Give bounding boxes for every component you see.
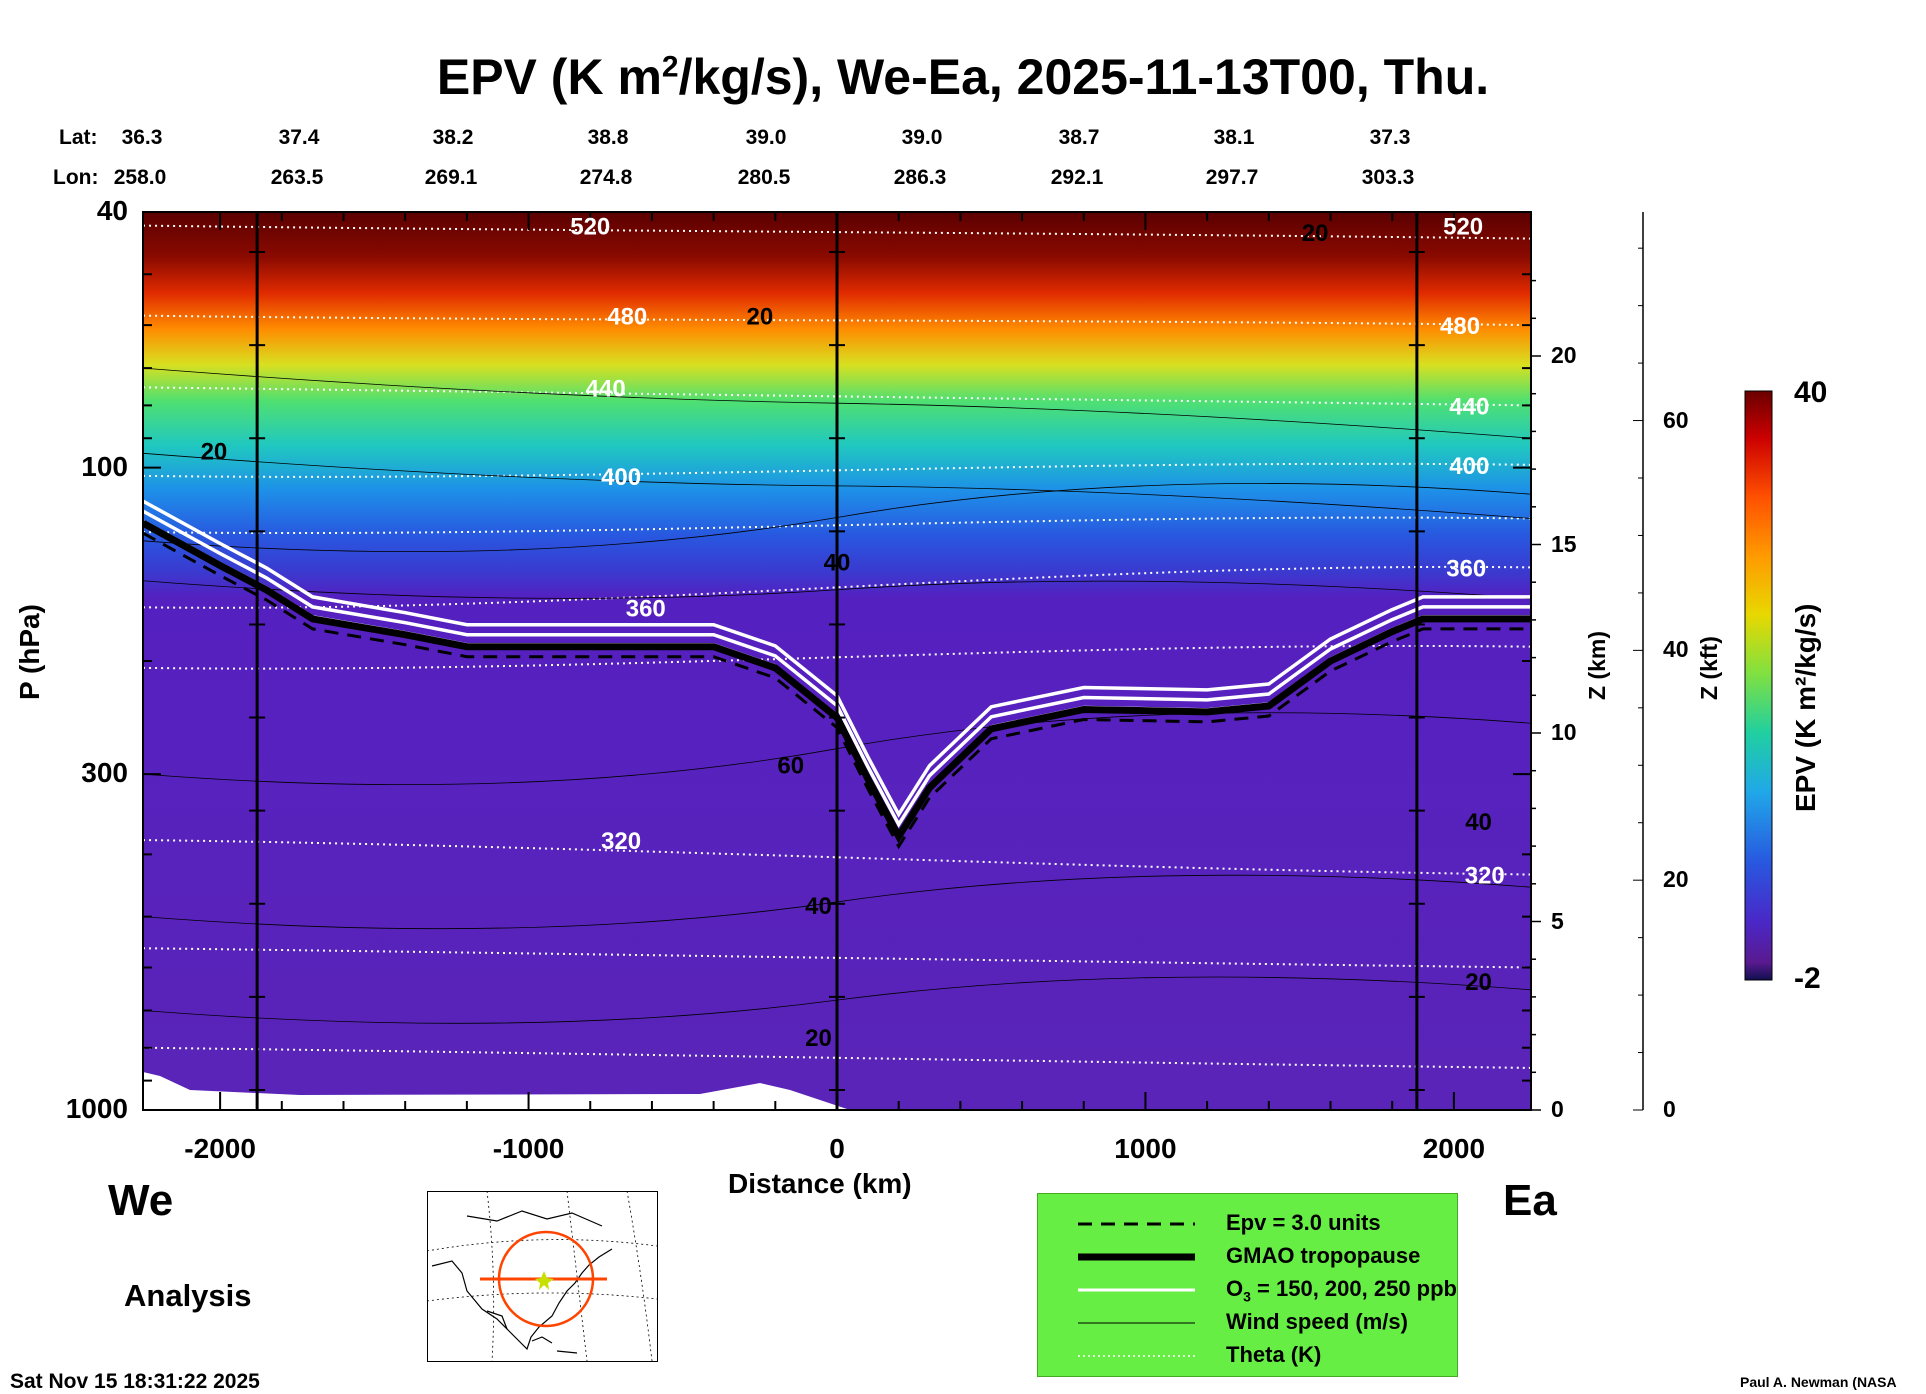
colorbar-label: EPV (K m²/kg/s): [1790, 603, 1821, 812]
zkft-tick-label: 40: [1663, 636, 1689, 663]
theta-label: 360: [626, 595, 666, 622]
zkft-axis-label: Z (kft): [1696, 636, 1722, 700]
wind-label: 40: [805, 893, 832, 920]
lon-value: 292.1: [1050, 166, 1104, 189]
lon-value: 297.7: [1205, 166, 1259, 189]
theta-contour: [143, 1046, 1531, 1069]
lat-value: 38.7: [1058, 126, 1100, 149]
west-label: We: [108, 1176, 174, 1225]
theta-contour: [143, 462, 1531, 478]
distance-tick-label: 1000: [1114, 1133, 1177, 1164]
pressure-tick-label: 40: [96, 195, 128, 226]
lon-value: 263.5: [270, 166, 324, 189]
zkm-tick-label: 5: [1551, 907, 1564, 934]
theta-label: 520: [1443, 214, 1483, 241]
legend-ozone-text: O3 = 150, 200, 250 ppb: [1226, 1276, 1457, 1305]
colorbar-min: -2: [1794, 962, 1821, 995]
theta-contour: [143, 314, 1531, 327]
pressure-tick-label: 1000: [65, 1093, 128, 1124]
pressure-tick-label: 100: [81, 450, 128, 482]
legend-epv-text: Epv = 3.0 units: [1226, 1210, 1381, 1235]
zkm-tick-label: 0: [1551, 1096, 1564, 1122]
theta-label: 480: [607, 304, 647, 331]
lat-value: 37.4: [278, 126, 320, 149]
wind-label: 20: [1465, 969, 1492, 996]
zkm-axis-label: Z (km): [1584, 631, 1610, 700]
zkft-tick-label: 20: [1663, 866, 1689, 893]
distance-tick-label: -2000: [184, 1133, 256, 1164]
wind-label: 60: [777, 753, 804, 780]
theta-label: 400: [601, 464, 641, 491]
theta-label: 440: [1449, 393, 1489, 420]
ozone-contour: [143, 509, 1531, 828]
wind-label: 20: [805, 1025, 832, 1052]
ground-mask: [143, 1072, 850, 1110]
lon-value: 258.0: [113, 166, 167, 189]
theta-contour: [143, 947, 1531, 969]
legend-tropopause-text: GMAO tropopause: [1226, 1243, 1421, 1268]
theta-label: 360: [1446, 555, 1486, 582]
tropopause-line: [143, 520, 1531, 844]
zkft-tick-label: 60: [1663, 406, 1689, 433]
lat-value: 38.8: [587, 126, 629, 149]
lat-value: 37.3: [1369, 126, 1411, 149]
distance-tick-label: 2000: [1422, 1133, 1486, 1164]
theta-contour: [143, 224, 1531, 240]
chart-title: EPV (K m2/kg/s), We-Ea, 2025-11-13T00, T…: [436, 49, 1490, 105]
distance-tick-label: -1000: [492, 1133, 565, 1164]
legend-wind-text: Wind speed (m/s): [1226, 1309, 1408, 1334]
analysis-label: Analysis: [124, 1278, 252, 1313]
wind-label: 40: [1465, 809, 1492, 836]
timestamp: Sat Nov 15 18:31:22 2025: [10, 1370, 260, 1393]
theta-contour: [143, 565, 1531, 609]
lat-value: 39.0: [901, 126, 943, 149]
theta-contour: [143, 839, 1531, 876]
distance-tick-label: 0: [829, 1133, 845, 1164]
zkft-tick-label: 0: [1663, 1096, 1676, 1122]
credit: Paul A. Newman (NASA: [1740, 1374, 1897, 1390]
colorbar-max: 40: [1794, 376, 1828, 409]
theta-contour: [143, 516, 1531, 535]
y-axis-label: P (hPa): [14, 604, 45, 700]
zkm-tick-label: 10: [1551, 719, 1577, 745]
lon-value: 286.3: [893, 166, 947, 189]
east-label: Ea: [1503, 1176, 1557, 1225]
legend-theta-text: Theta (K): [1226, 1342, 1322, 1367]
wind-label: 40: [824, 549, 851, 576]
lon-value: 269.1: [424, 166, 478, 189]
theta-label: 520: [570, 214, 610, 241]
wind-label: 20: [1302, 220, 1329, 247]
colorbar: [1744, 390, 1773, 981]
zkm-tick-label: 20: [1551, 342, 1577, 368]
lat-value: 38.1: [1213, 126, 1255, 149]
legend: Epv = 3.0 units GMAO tropopause O3 = 150…: [1037, 1193, 1458, 1377]
lat-value: 38.2: [432, 126, 474, 149]
theta-label: 440: [586, 375, 626, 402]
lat-label: Lat:: [59, 126, 98, 149]
theta-label: 400: [1449, 453, 1489, 480]
lon-value: 274.8: [579, 166, 633, 189]
wind-label: 20: [201, 438, 228, 465]
lat-value: 39.0: [745, 126, 787, 149]
lon-value: 303.3: [1361, 166, 1415, 189]
theta-label: 480: [1440, 313, 1480, 340]
theta-contour: [143, 386, 1531, 407]
lat-value: 36.3: [121, 126, 163, 149]
ozone-contour: [143, 499, 1531, 818]
theta-label: 320: [601, 828, 641, 855]
epv-3pvu-contour: [143, 531, 1531, 850]
x-axis-label: Distance (km): [728, 1168, 912, 1199]
theta-label: 320: [1465, 863, 1505, 890]
pressure-tick-label: 300: [81, 757, 128, 789]
wind-label: 20: [747, 304, 774, 331]
zkm-tick-label: 15: [1551, 530, 1577, 557]
locator-map: [427, 1191, 658, 1362]
lon-label: Lon:: [53, 166, 99, 189]
lon-value: 280.5: [737, 166, 791, 189]
